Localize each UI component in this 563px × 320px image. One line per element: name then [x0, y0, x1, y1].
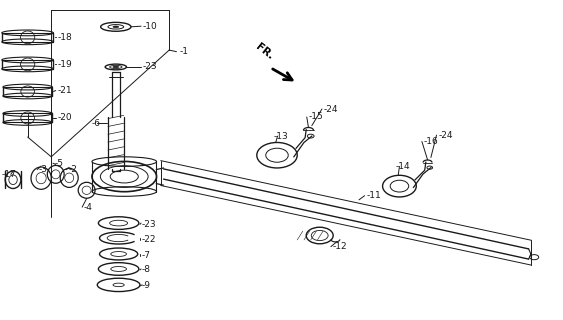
Text: -5: -5	[55, 159, 64, 168]
Text: -17: -17	[2, 170, 16, 179]
Text: -8: -8	[142, 265, 151, 275]
Text: -20: -20	[57, 114, 72, 123]
Text: -1: -1	[179, 47, 188, 56]
Text: -15: -15	[309, 113, 323, 122]
Text: -13: -13	[274, 132, 288, 140]
Text: -11: -11	[367, 191, 381, 200]
Text: -18: -18	[57, 33, 72, 42]
Text: -21: -21	[57, 86, 72, 95]
Text: -9: -9	[142, 281, 151, 290]
Text: -6: -6	[92, 119, 101, 128]
Text: -4: -4	[84, 203, 93, 212]
Text: -23: -23	[143, 62, 158, 71]
Text: -10: -10	[143, 22, 158, 31]
Text: FR.: FR.	[253, 42, 275, 62]
Text: -12: -12	[333, 242, 347, 251]
Text: -3: -3	[39, 165, 48, 174]
Text: -24: -24	[438, 131, 453, 140]
Text: -14: -14	[395, 162, 410, 171]
Text: -19: -19	[57, 60, 72, 69]
Text: -7: -7	[142, 251, 151, 260]
Ellipse shape	[113, 26, 119, 28]
Text: -23: -23	[142, 220, 157, 229]
Text: -24: -24	[324, 105, 338, 114]
Text: -2: -2	[68, 165, 77, 174]
Text: -22: -22	[142, 235, 156, 244]
Text: -16: -16	[423, 137, 439, 146]
Ellipse shape	[113, 66, 119, 68]
